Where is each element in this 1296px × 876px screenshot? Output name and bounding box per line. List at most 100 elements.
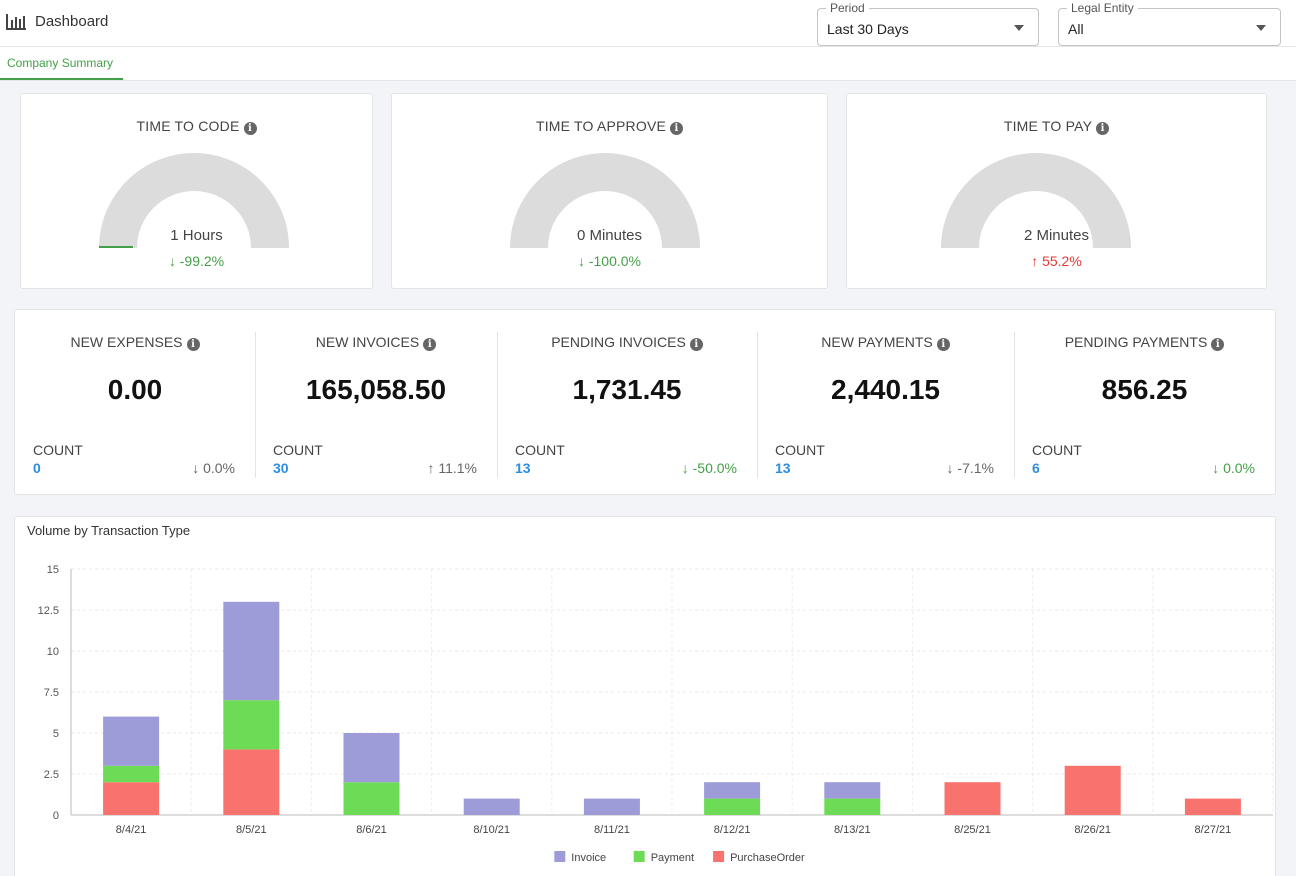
gauge-fill (99, 246, 133, 248)
y-tick-label: 10 (47, 646, 59, 658)
y-tick-label: 15 (47, 564, 59, 576)
arrow-down-icon: ↓ (946, 460, 954, 476)
stat-count-link[interactable]: 0 (33, 460, 41, 476)
stat-count-link[interactable]: 30 (273, 460, 289, 476)
x-tick-label: 8/4/21 (116, 824, 147, 836)
stat-delta: ↓ -7.1% (946, 460, 994, 476)
stat-title: NEW EXPENSES i (15, 334, 255, 351)
stat-count-label: COUNT (1032, 442, 1082, 458)
chevron-down-icon (1014, 25, 1024, 31)
y-tick-label: 0 (53, 810, 59, 822)
stat-title: NEW INVOICES i (255, 334, 497, 351)
app-header: Dashboard Period Last 30 Days Legal Enti… (0, 0, 1296, 47)
stat-count-link[interactable]: 13 (515, 460, 531, 476)
bar-segment-invoice[interactable] (343, 733, 400, 783)
x-tick-label: 8/13/21 (834, 824, 871, 836)
info-icon[interactable]: i (670, 122, 684, 135)
bar-segment-invoice[interactable] (103, 716, 160, 766)
arrow-down-icon: ↓ (681, 460, 689, 476)
x-tick-label: 8/6/21 (356, 824, 387, 836)
bar-segment-payment[interactable] (824, 798, 881, 815)
bar-segment-invoice[interactable] (824, 782, 881, 799)
x-tick-label: 8/12/21 (714, 824, 751, 836)
y-tick-label: 12.5 (38, 605, 59, 617)
gauge-delta: ↑ 55.2% (1031, 253, 1082, 269)
info-icon[interactable]: i (936, 338, 950, 351)
stats-card: NEW EXPENSES i 0.00 COUNT 0 ↓ 0.0% NEW IN… (14, 309, 1276, 495)
gauge-dial (510, 153, 700, 248)
gauge-card-time-to-approve: TIME TO APPROVE i 0 Minutes ↓ -100.0% (391, 93, 828, 289)
bar-segment-purchaseorder[interactable] (223, 749, 280, 815)
info-icon[interactable]: i (1096, 122, 1110, 135)
period-select[interactable]: Period Last 30 Days (817, 1, 1039, 46)
info-icon[interactable]: i (1211, 338, 1225, 351)
stat-pending-payments: PENDING PAYMENTS i 856.25 COUNT 6 ↓ 0.0% (1014, 310, 1275, 494)
bar-segment-purchaseorder[interactable] (1064, 765, 1121, 815)
page-title-text: Dashboard (35, 13, 109, 30)
y-tick-label: 5 (53, 728, 59, 740)
page-title: Dashboard (6, 13, 108, 30)
legend-swatch (633, 851, 645, 862)
arrow-up-icon: ↑ (427, 460, 435, 476)
stat-count-link[interactable]: 6 (1032, 460, 1040, 476)
stat-amount: 1,731.45 (572, 374, 682, 405)
info-icon[interactable]: i (689, 338, 703, 351)
info-icon[interactable]: i (423, 338, 437, 351)
y-tick-label: 7.5 (44, 687, 59, 699)
tab-bar: Company Summary (0, 47, 1296, 81)
legal-entity-label: Legal Entity (1067, 1, 1138, 15)
divider (497, 332, 498, 478)
legend-label[interactable]: Invoice (571, 852, 606, 864)
bar-segment-purchaseorder[interactable] (103, 782, 160, 815)
divider (1014, 332, 1015, 478)
stat-delta: ↓ 0.0% (192, 460, 235, 476)
info-icon[interactable]: i (186, 338, 200, 351)
period-label: Period (826, 1, 869, 15)
gauge-card-time-to-code: TIME TO CODE i 1 Hours ↓ -99.2% (20, 93, 373, 289)
x-tick-label: 8/5/21 (236, 824, 267, 836)
chart-card: Volume by Transaction Type 0 2.5 5 7.5 10 12.… (14, 516, 1276, 876)
chevron-down-icon (1256, 25, 1266, 31)
bar-segment-invoice[interactable] (463, 798, 520, 815)
bar-segment-purchaseorder[interactable] (944, 782, 1001, 815)
legal-entity-select[interactable]: Legal Entity All (1058, 1, 1281, 46)
stat-count-link[interactable]: 13 (775, 460, 791, 476)
gauge-track (510, 153, 700, 248)
bar-segment-invoice[interactable] (583, 798, 640, 815)
divider (255, 332, 256, 478)
divider (757, 332, 758, 478)
bar-segment-invoice[interactable] (704, 782, 761, 799)
bar-segment-invoice[interactable] (223, 601, 280, 701)
gauge-dial (99, 153, 289, 248)
gauge-delta: ↓ -100.0% (577, 253, 642, 269)
tab-company-summary[interactable]: Company Summary (0, 47, 123, 80)
bar-segment-payment[interactable] (223, 700, 280, 750)
legend-swatch (554, 851, 566, 862)
gauge-title: TIME TO CODE i (21, 118, 372, 135)
arrow-down-icon: ↓ (192, 460, 200, 476)
bar-segment-purchaseorder[interactable] (1184, 798, 1241, 815)
stat-amount: 856.25 (1101, 374, 1188, 405)
arrow-up-icon: ↑ (1031, 253, 1039, 269)
stat-pending-invoices: PENDING INVOICES i 1,731.45 COUNT 13 ↓ -5… (497, 310, 757, 494)
stat-count-label: COUNT (515, 442, 565, 458)
volume-chart: 0 2.5 5 7.5 10 12.5 15 8/4/21 8/5/21 8/6/21 8/10/2… (38, 564, 1274, 864)
stat-new-expenses: NEW EXPENSES i 0.00 COUNT 0 ↓ 0.0% (15, 310, 255, 494)
x-tick-label: 8/10/21 (473, 824, 510, 836)
gauge-value: 0 Minutes (576, 227, 643, 244)
stat-new-invoices: NEW INVOICES i 165,058.50 COUNT 30 ↑ 11.1… (255, 310, 497, 494)
bar-segment-payment[interactable] (103, 765, 160, 783)
arrow-down-icon: ↓ (168, 253, 176, 269)
bar-chart-icon (6, 13, 26, 30)
legend-label[interactable]: PurchaseOrder (730, 852, 805, 864)
bar-segment-payment[interactable] (343, 782, 400, 815)
stat-count-label: COUNT (33, 442, 83, 458)
legend-label[interactable]: Payment (651, 852, 694, 864)
period-value: Last 30 Days (827, 21, 909, 37)
stat-delta: ↓ 0.0% (1212, 460, 1255, 476)
gauge-track (99, 153, 289, 248)
info-icon[interactable]: i (243, 122, 257, 135)
x-tick-label: 8/26/21 (1074, 824, 1111, 836)
gauge-value: 2 Minutes (1023, 227, 1090, 244)
bar-segment-payment[interactable] (704, 798, 761, 815)
